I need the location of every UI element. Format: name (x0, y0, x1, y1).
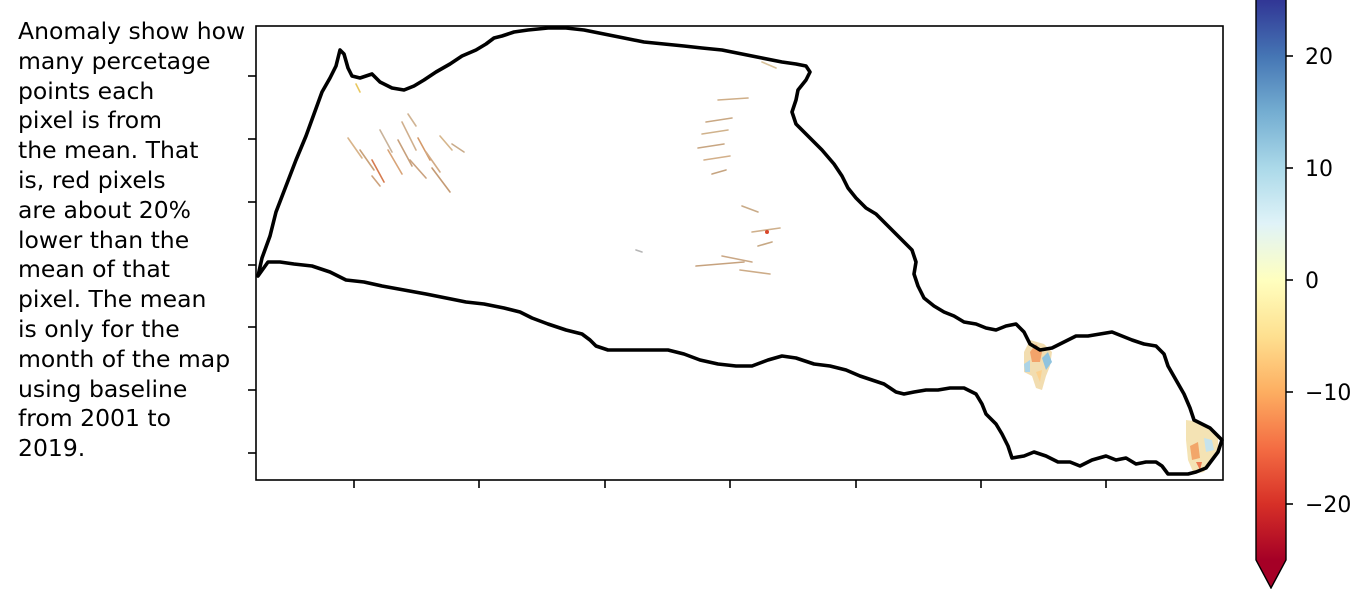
colorbar-tick-label: 10 (1305, 157, 1333, 182)
colorbar-gradient (1256, 0, 1286, 560)
anomaly-hotspot (765, 230, 769, 234)
colorbar-tick-label: 0 (1305, 269, 1319, 294)
y-axis-ticks (248, 75, 256, 454)
colorbar-ticks: 20 10 0 −10 −20 (1286, 45, 1351, 518)
anomaly-streaks-west (347, 83, 465, 193)
colorbar-tick-label: 20 (1305, 45, 1333, 70)
colorbar: 20 10 0 −10 −20 (1255, 0, 1351, 589)
colorbar-tick-label: −10 (1305, 381, 1351, 406)
basin-boundary (256, 26, 1224, 476)
x-axis-ticks (353, 480, 1107, 488)
anomaly-streaks-central (635, 61, 781, 275)
colorbar-extend-min-arrow (1256, 560, 1286, 588)
anomaly-raster (347, 61, 1218, 474)
map-annotation-text: Anomaly show how many percetage points e… (18, 17, 246, 463)
map-axes-frame (255, 25, 1224, 481)
colorbar-tick-label: −20 (1305, 493, 1351, 518)
colorbar-outline (1255, 0, 1287, 589)
